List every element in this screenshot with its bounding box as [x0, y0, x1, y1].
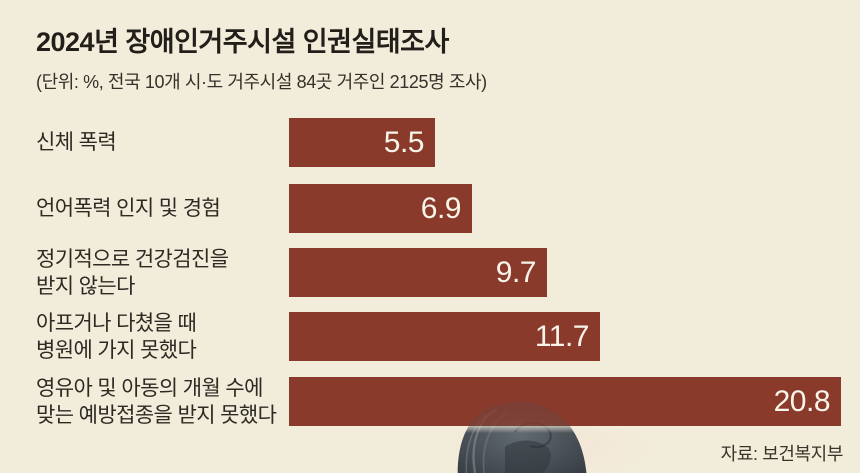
- bar-value-label: 5.5: [383, 125, 425, 159]
- bar-row: 정기적으로 건강검진을 받지 않는다 9.7: [0, 247, 860, 298]
- bar-value-label: 6.9: [420, 191, 462, 225]
- bar-row: 신체 폭력 5.5: [0, 118, 860, 167]
- chart-title: 2024년 장애인거주시설 인권실태조사: [36, 27, 449, 57]
- bar: 20.8: [289, 377, 841, 426]
- bar-value-label: 9.7: [495, 255, 537, 289]
- bar-row: 영유아 및 아동의 개월 수에 맞는 예방접종을 받지 못했다 20.8: [0, 376, 860, 427]
- source-note: 자료: 보건복지부: [720, 444, 844, 464]
- chart-subtitle: (단위: %, 전국 10개 시·도 거주시설 84곳 거주인 2125명 조사…: [36, 72, 487, 92]
- bar-category-label: 정기적으로 건강검진을 받지 않는다: [36, 247, 229, 298]
- bar-value-label: 20.8: [773, 384, 831, 418]
- bar-row: 언어폭력 인지 및 경험 6.9: [0, 184, 860, 233]
- bar-category-label: 영유아 및 아동의 개월 수에 맞는 예방접종을 받지 못했다: [36, 376, 277, 427]
- bar: 5.5: [289, 118, 435, 167]
- bar: 9.7: [289, 248, 547, 297]
- bar: 6.9: [289, 184, 472, 233]
- bar-category-label: 언어폭력 인지 및 경험: [36, 197, 221, 220]
- bar-category-label: 아프거나 다쳤을 때 병원에 가지 못했다: [36, 311, 197, 362]
- person-head-photo: [457, 401, 587, 473]
- bar-category-label: 신체 폭력: [36, 131, 117, 154]
- bar-value-label: 11.7: [534, 319, 590, 353]
- bar: 11.7: [289, 312, 600, 361]
- bar-row: 아프거나 다쳤을 때 병원에 가지 못했다 11.7: [0, 311, 860, 362]
- head-silhouette: [457, 401, 587, 473]
